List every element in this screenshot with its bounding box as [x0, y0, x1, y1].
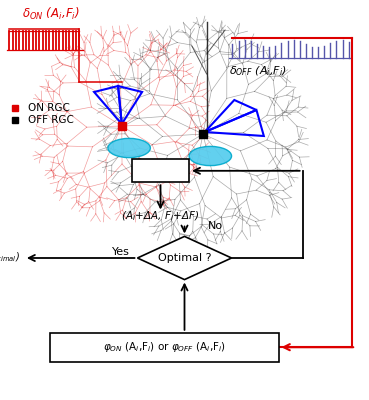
Ellipse shape: [108, 138, 151, 158]
Text: ON RGC: ON RGC: [28, 103, 69, 113]
Text: $\delta_{ON}$ (A$_i$,F$_i$): $\delta_{ON}$ (A$_i$,F$_i$): [22, 6, 80, 22]
Text: No: No: [208, 222, 223, 231]
Text: $\varphi_{ON}$ (A$_i$,F$_i$) or $\varphi_{OFF}$ (A$_i$,F$_i$): $\varphi_{ON}$ (A$_i$,F$_i$) or $\varphi…: [103, 340, 226, 354]
Text: Yes: Yes: [112, 246, 130, 257]
Text: (A$_i$+ΔA, F$_i$+ΔF): (A$_i$+ΔA, F$_i$+ΔF): [121, 210, 200, 223]
Ellipse shape: [189, 146, 232, 166]
Text: OFF RGC: OFF RGC: [28, 115, 73, 125]
Text: $\delta_{OFF}$ (A$_i$,F$_i$): $\delta_{OFF}$ (A$_i$,F$_i$): [229, 64, 287, 78]
Text: Optimal ?: Optimal ?: [158, 253, 211, 263]
Text: (A$_{Optimal}$, F$_{Optimal}$): (A$_{Optimal}$, F$_{Optimal}$): [0, 251, 20, 265]
FancyBboxPatch shape: [50, 333, 279, 362]
FancyBboxPatch shape: [132, 159, 189, 182]
Polygon shape: [137, 236, 232, 280]
